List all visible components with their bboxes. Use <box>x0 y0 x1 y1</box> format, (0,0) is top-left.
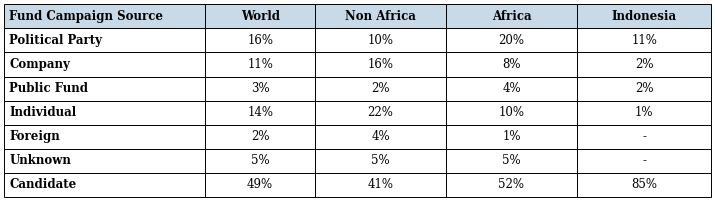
Text: Unknown: Unknown <box>9 154 72 167</box>
Text: 16%: 16% <box>247 34 273 47</box>
Text: 4%: 4% <box>371 130 390 143</box>
Text: Individual: Individual <box>9 106 77 119</box>
Text: World: World <box>241 10 280 23</box>
Bar <box>446 101 577 125</box>
Bar <box>446 125 577 149</box>
Bar <box>4 28 205 52</box>
Bar <box>205 101 315 125</box>
Bar <box>315 101 446 125</box>
Text: -: - <box>642 154 646 167</box>
Bar <box>446 28 577 52</box>
Text: Non Africa: Non Africa <box>345 10 416 23</box>
Bar <box>446 4 577 28</box>
Text: Candidate: Candidate <box>9 178 77 191</box>
Bar <box>4 149 205 173</box>
Bar <box>205 4 315 28</box>
Text: 8%: 8% <box>502 58 521 71</box>
Bar <box>577 28 711 52</box>
Text: Foreign: Foreign <box>9 130 60 143</box>
Bar <box>205 28 315 52</box>
Text: 85%: 85% <box>631 178 657 191</box>
Text: 1%: 1% <box>502 130 521 143</box>
Bar <box>446 52 577 77</box>
Bar <box>4 4 205 28</box>
Bar <box>205 149 315 173</box>
Text: 2%: 2% <box>635 82 654 95</box>
Text: 11%: 11% <box>631 34 657 47</box>
Text: 10%: 10% <box>368 34 393 47</box>
Text: 5%: 5% <box>502 154 521 167</box>
Text: 11%: 11% <box>247 58 273 71</box>
Text: 49%: 49% <box>247 178 273 191</box>
Bar <box>446 173 577 197</box>
Bar <box>577 101 711 125</box>
Bar <box>577 52 711 77</box>
Text: 10%: 10% <box>498 106 525 119</box>
Bar <box>315 4 446 28</box>
Text: 5%: 5% <box>371 154 390 167</box>
Bar <box>205 125 315 149</box>
Bar <box>577 125 711 149</box>
Text: 52%: 52% <box>498 178 525 191</box>
Text: 5%: 5% <box>251 154 270 167</box>
Text: Fund Campaign Source: Fund Campaign Source <box>9 10 163 23</box>
Bar <box>4 125 205 149</box>
Text: 2%: 2% <box>635 58 654 71</box>
Text: Company: Company <box>9 58 70 71</box>
Text: 14%: 14% <box>247 106 273 119</box>
Bar <box>315 28 446 52</box>
Text: 41%: 41% <box>368 178 393 191</box>
Bar <box>315 125 446 149</box>
Bar <box>315 77 446 101</box>
Bar <box>315 149 446 173</box>
Text: 2%: 2% <box>371 82 390 95</box>
Text: Political Party: Political Party <box>9 34 102 47</box>
Bar <box>577 4 711 28</box>
Text: Public Fund: Public Fund <box>9 82 88 95</box>
Text: 2%: 2% <box>251 130 270 143</box>
Text: 22%: 22% <box>368 106 393 119</box>
Bar <box>205 173 315 197</box>
Bar <box>4 52 205 77</box>
Bar <box>205 77 315 101</box>
Bar <box>315 173 446 197</box>
Bar <box>205 52 315 77</box>
Bar <box>315 52 446 77</box>
Bar <box>4 173 205 197</box>
Bar <box>446 77 577 101</box>
Text: Africa: Africa <box>492 10 531 23</box>
Bar <box>4 77 205 101</box>
Bar <box>446 149 577 173</box>
Text: 1%: 1% <box>635 106 654 119</box>
Text: -: - <box>642 130 646 143</box>
Text: 4%: 4% <box>502 82 521 95</box>
Bar <box>577 77 711 101</box>
Bar <box>4 101 205 125</box>
Bar <box>577 173 711 197</box>
Text: 16%: 16% <box>368 58 393 71</box>
Text: Indonesia: Indonesia <box>611 10 676 23</box>
Bar <box>577 149 711 173</box>
Text: 20%: 20% <box>498 34 525 47</box>
Text: 3%: 3% <box>251 82 270 95</box>
